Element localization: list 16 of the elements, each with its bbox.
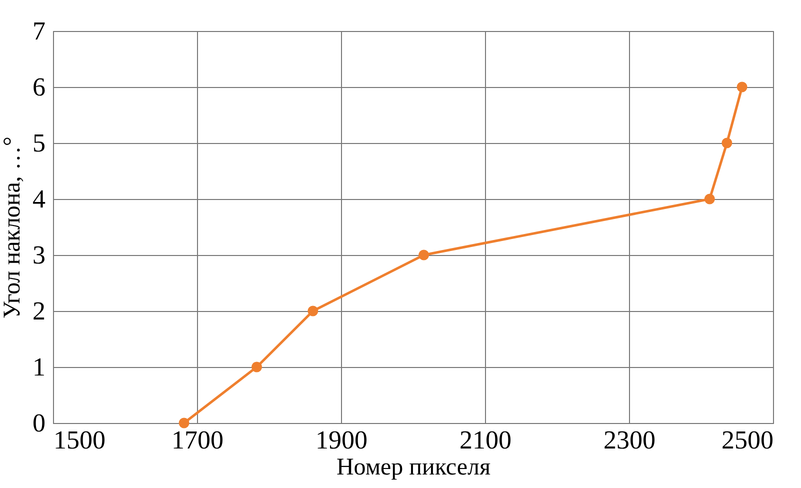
x-axis-title: Номер пикселя xyxy=(336,454,491,480)
x-tick-label: 1900 xyxy=(316,426,368,454)
y-tick-label: 2 xyxy=(32,296,46,326)
x-tick-label: 2300 xyxy=(604,426,656,454)
y-tick-label: 3 xyxy=(32,240,46,270)
y-axis-title: Угол наклона, …° xyxy=(0,136,26,319)
y-tick-label: 6 xyxy=(32,72,46,102)
x-tick-label: 1500 xyxy=(54,426,106,454)
y-tick-label: 4 xyxy=(32,184,46,214)
x-tick-label: 2500 xyxy=(722,426,774,454)
y-tick-label: 1 xyxy=(32,352,46,382)
y-tick-label: 0 xyxy=(32,408,46,438)
y-tick-label: 5 xyxy=(32,128,46,158)
x-tick-label: 1700 xyxy=(172,426,224,454)
x-tick-label: 2100 xyxy=(460,426,512,454)
y-tick-label: 7 xyxy=(32,16,46,46)
